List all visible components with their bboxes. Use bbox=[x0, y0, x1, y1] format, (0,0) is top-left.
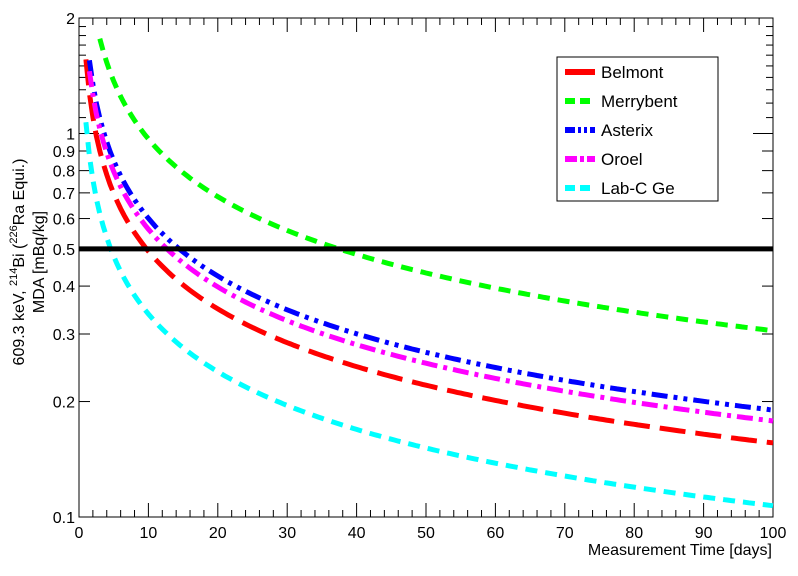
legend-label: Belmont bbox=[601, 63, 664, 82]
y-tick-label: 0.8 bbox=[53, 164, 75, 181]
y-tick-label: 1 bbox=[66, 126, 75, 143]
y-tick-label: 0.5 bbox=[53, 242, 75, 259]
legend-label: Oroel bbox=[601, 150, 643, 169]
y-tick-label: 0.6 bbox=[53, 212, 75, 229]
y-tick-label: 0.7 bbox=[53, 186, 75, 203]
svg-text:609.3 keV, 214Bi (226Ra Equi.): 609.3 keV, 214Bi (226Ra Equi.) bbox=[8, 159, 28, 366]
y-tick-label: 2 bbox=[66, 11, 75, 28]
x-tick-label: 30 bbox=[278, 525, 296, 542]
x-tick-label: 90 bbox=[695, 525, 713, 542]
x-tick-label: 40 bbox=[348, 525, 366, 542]
legend: Belmont Merrybent Asterix Oroel Lab-C Ge bbox=[556, 56, 719, 202]
x-tick-label: 80 bbox=[625, 525, 643, 542]
y-tick-label: 0.1 bbox=[53, 510, 75, 527]
y-axis-title: 609.3 keV, 214Bi (226Ra Equi.) MDA [mBq/… bbox=[8, 159, 48, 366]
legend-label: Asterix bbox=[601, 121, 653, 140]
axis-ticks: 0 10 20 30 40 50 60 70 80 90 100 0.1 0.2 0.3 0.4 0.5 0.6… bbox=[53, 11, 787, 542]
x-tick-label: 0 bbox=[75, 525, 84, 542]
x-tick-label: 20 bbox=[209, 525, 227, 542]
legend-box bbox=[556, 56, 719, 202]
x-axis-title: Measurement Time [days] bbox=[588, 542, 772, 559]
series-layer bbox=[86, 39, 773, 506]
x-tick-label: 100 bbox=[760, 525, 787, 542]
y-axis-title-line2: MDA [mBq/kg] bbox=[31, 211, 48, 313]
y-axis-title-bi-iso: 214 bbox=[8, 268, 20, 286]
y-tick-label: 0.4 bbox=[53, 279, 75, 296]
x-tick-label: 50 bbox=[417, 525, 435, 542]
y-axis-title-ra: Ra Equi.) bbox=[11, 159, 28, 226]
x-tick-label: 60 bbox=[487, 525, 505, 542]
series-line-oroel bbox=[89, 71, 773, 421]
y-tick-label: 0.2 bbox=[53, 395, 75, 412]
y-tick-label: 0.3 bbox=[53, 327, 75, 344]
y-axis-title-bi: Bi ( bbox=[11, 243, 28, 268]
y-axis-title-ra-iso: 226 bbox=[8, 225, 20, 243]
series-line-merrybent bbox=[100, 39, 773, 331]
x-tick-label: 10 bbox=[140, 525, 158, 542]
y-axis-title-part1: 609.3 keV, bbox=[11, 286, 28, 365]
series-line-lab-c-ge bbox=[86, 122, 773, 506]
x-tick-label: 70 bbox=[556, 525, 574, 542]
series-line-asterix bbox=[89, 60, 773, 410]
series-line-belmont bbox=[86, 59, 773, 443]
legend-label: Merrybent bbox=[601, 92, 678, 111]
y-tick-label: 0.9 bbox=[53, 144, 75, 161]
legend-label: Lab-C Ge bbox=[601, 179, 675, 198]
